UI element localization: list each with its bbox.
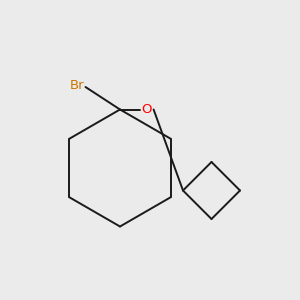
- Text: O: O: [142, 103, 152, 116]
- Text: Br: Br: [69, 79, 84, 92]
